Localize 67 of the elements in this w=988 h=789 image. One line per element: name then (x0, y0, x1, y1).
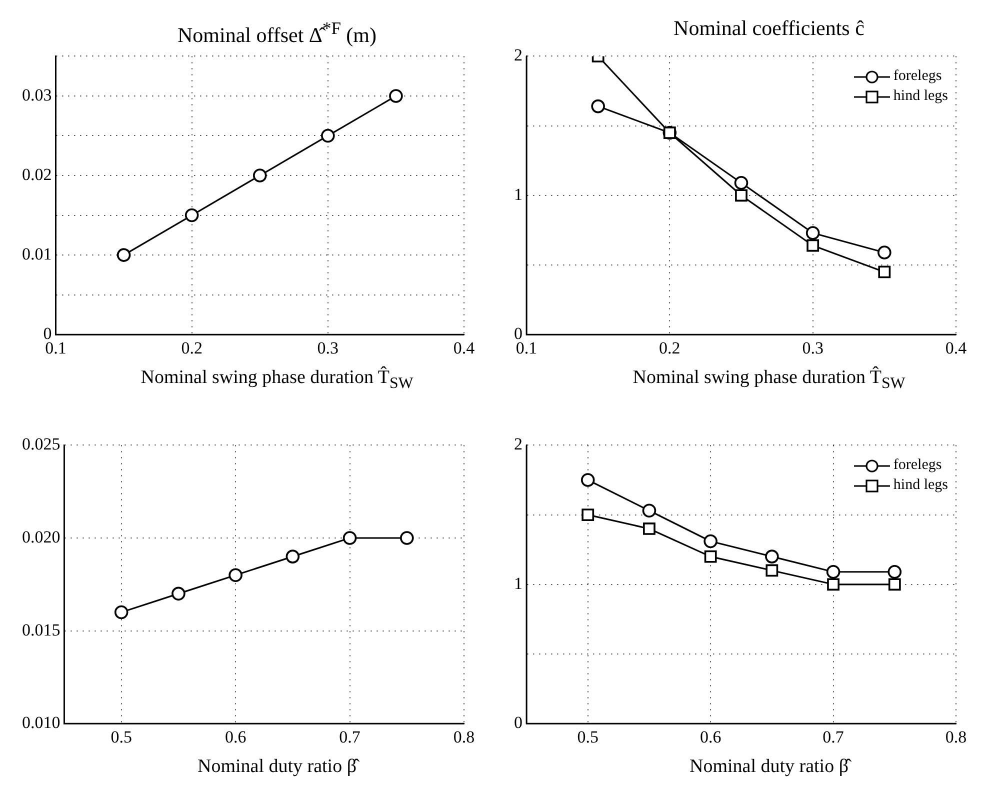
point (389, 89, 403, 103)
point (342, 531, 357, 545)
point (878, 266, 891, 278)
point (172, 586, 186, 601)
x-tick-label: 0.4 (945, 338, 968, 358)
point (765, 550, 779, 564)
legend-label: hind legs (893, 88, 948, 104)
x-tick-label: 0.3 (317, 338, 339, 358)
point (643, 522, 656, 535)
point (228, 568, 242, 582)
chart-title: Nominal offset Δ̂$^{*F}$ (m) (176, 17, 378, 47)
x-tick-label: 0.5 (577, 727, 598, 746)
y-tick-label: 0.015 (22, 620, 60, 640)
point (827, 578, 840, 591)
point (116, 248, 131, 262)
x-tick-label: 0.6 (224, 727, 246, 746)
point (591, 99, 605, 114)
x-tick-label: 0.5 (110, 727, 132, 746)
point (321, 128, 335, 143)
point (826, 564, 840, 579)
x-tick-label: 0.2 (659, 338, 680, 358)
y-tick-label: 0.020 (22, 527, 60, 546)
chart-title: Nominal coefficients ĉ (672, 15, 866, 42)
point (663, 126, 676, 139)
point (766, 564, 778, 577)
point (114, 605, 128, 620)
y-tick-label: 0.02 (22, 164, 52, 184)
point (806, 239, 820, 252)
x-axis-title: Nominal swing phase duration T̂$_{SW}$ (140, 367, 414, 394)
x-tick-label: 0.6 (700, 727, 722, 746)
x-tick-label: 0.8 (945, 727, 967, 746)
x-tick-label: 0.3 (802, 338, 824, 358)
legend-label: hind legs (893, 477, 948, 493)
point (735, 189, 748, 202)
point (582, 508, 594, 522)
x-axis-title: Nominal duty ratio β̂ (196, 756, 360, 779)
y-tick-label: 0.01 (22, 244, 52, 264)
point (704, 534, 718, 548)
x-axis-title: Nominal duty ratio β̂ (688, 756, 852, 779)
x-tick-label: 0.8 (453, 727, 475, 746)
point (642, 504, 656, 518)
x-tick-label: 0.7 (339, 727, 361, 746)
point (806, 226, 820, 240)
x-tick-label: 0.7 (822, 727, 844, 746)
y-tick-label: 0 (514, 713, 522, 732)
y-tick-label: 0.025 (22, 434, 60, 454)
y-tick-label: 2 (514, 46, 522, 65)
point (286, 550, 300, 564)
x-tick-label: 0.2 (181, 338, 202, 358)
legend-label: forelegs (893, 68, 942, 84)
point (734, 176, 748, 190)
point (888, 578, 901, 591)
point (400, 531, 414, 545)
point (878, 246, 892, 260)
x-axis-title: Nominal swing phase duration T̂$_{SW}$ (632, 367, 906, 394)
point (888, 564, 902, 579)
y-tick-label: 0.03 (22, 85, 52, 104)
y-tick-label: 1 (514, 184, 522, 204)
x-tick-label: 0.4 (453, 338, 476, 358)
y-tick-label: 2 (514, 434, 522, 454)
legend-label: forelegs (893, 457, 942, 473)
point (184, 208, 199, 222)
y-tick-label: 0.010 (22, 713, 60, 732)
point (704, 550, 717, 563)
y-tick-label: 1 (514, 574, 522, 593)
point (580, 473, 595, 487)
point (252, 168, 267, 182)
